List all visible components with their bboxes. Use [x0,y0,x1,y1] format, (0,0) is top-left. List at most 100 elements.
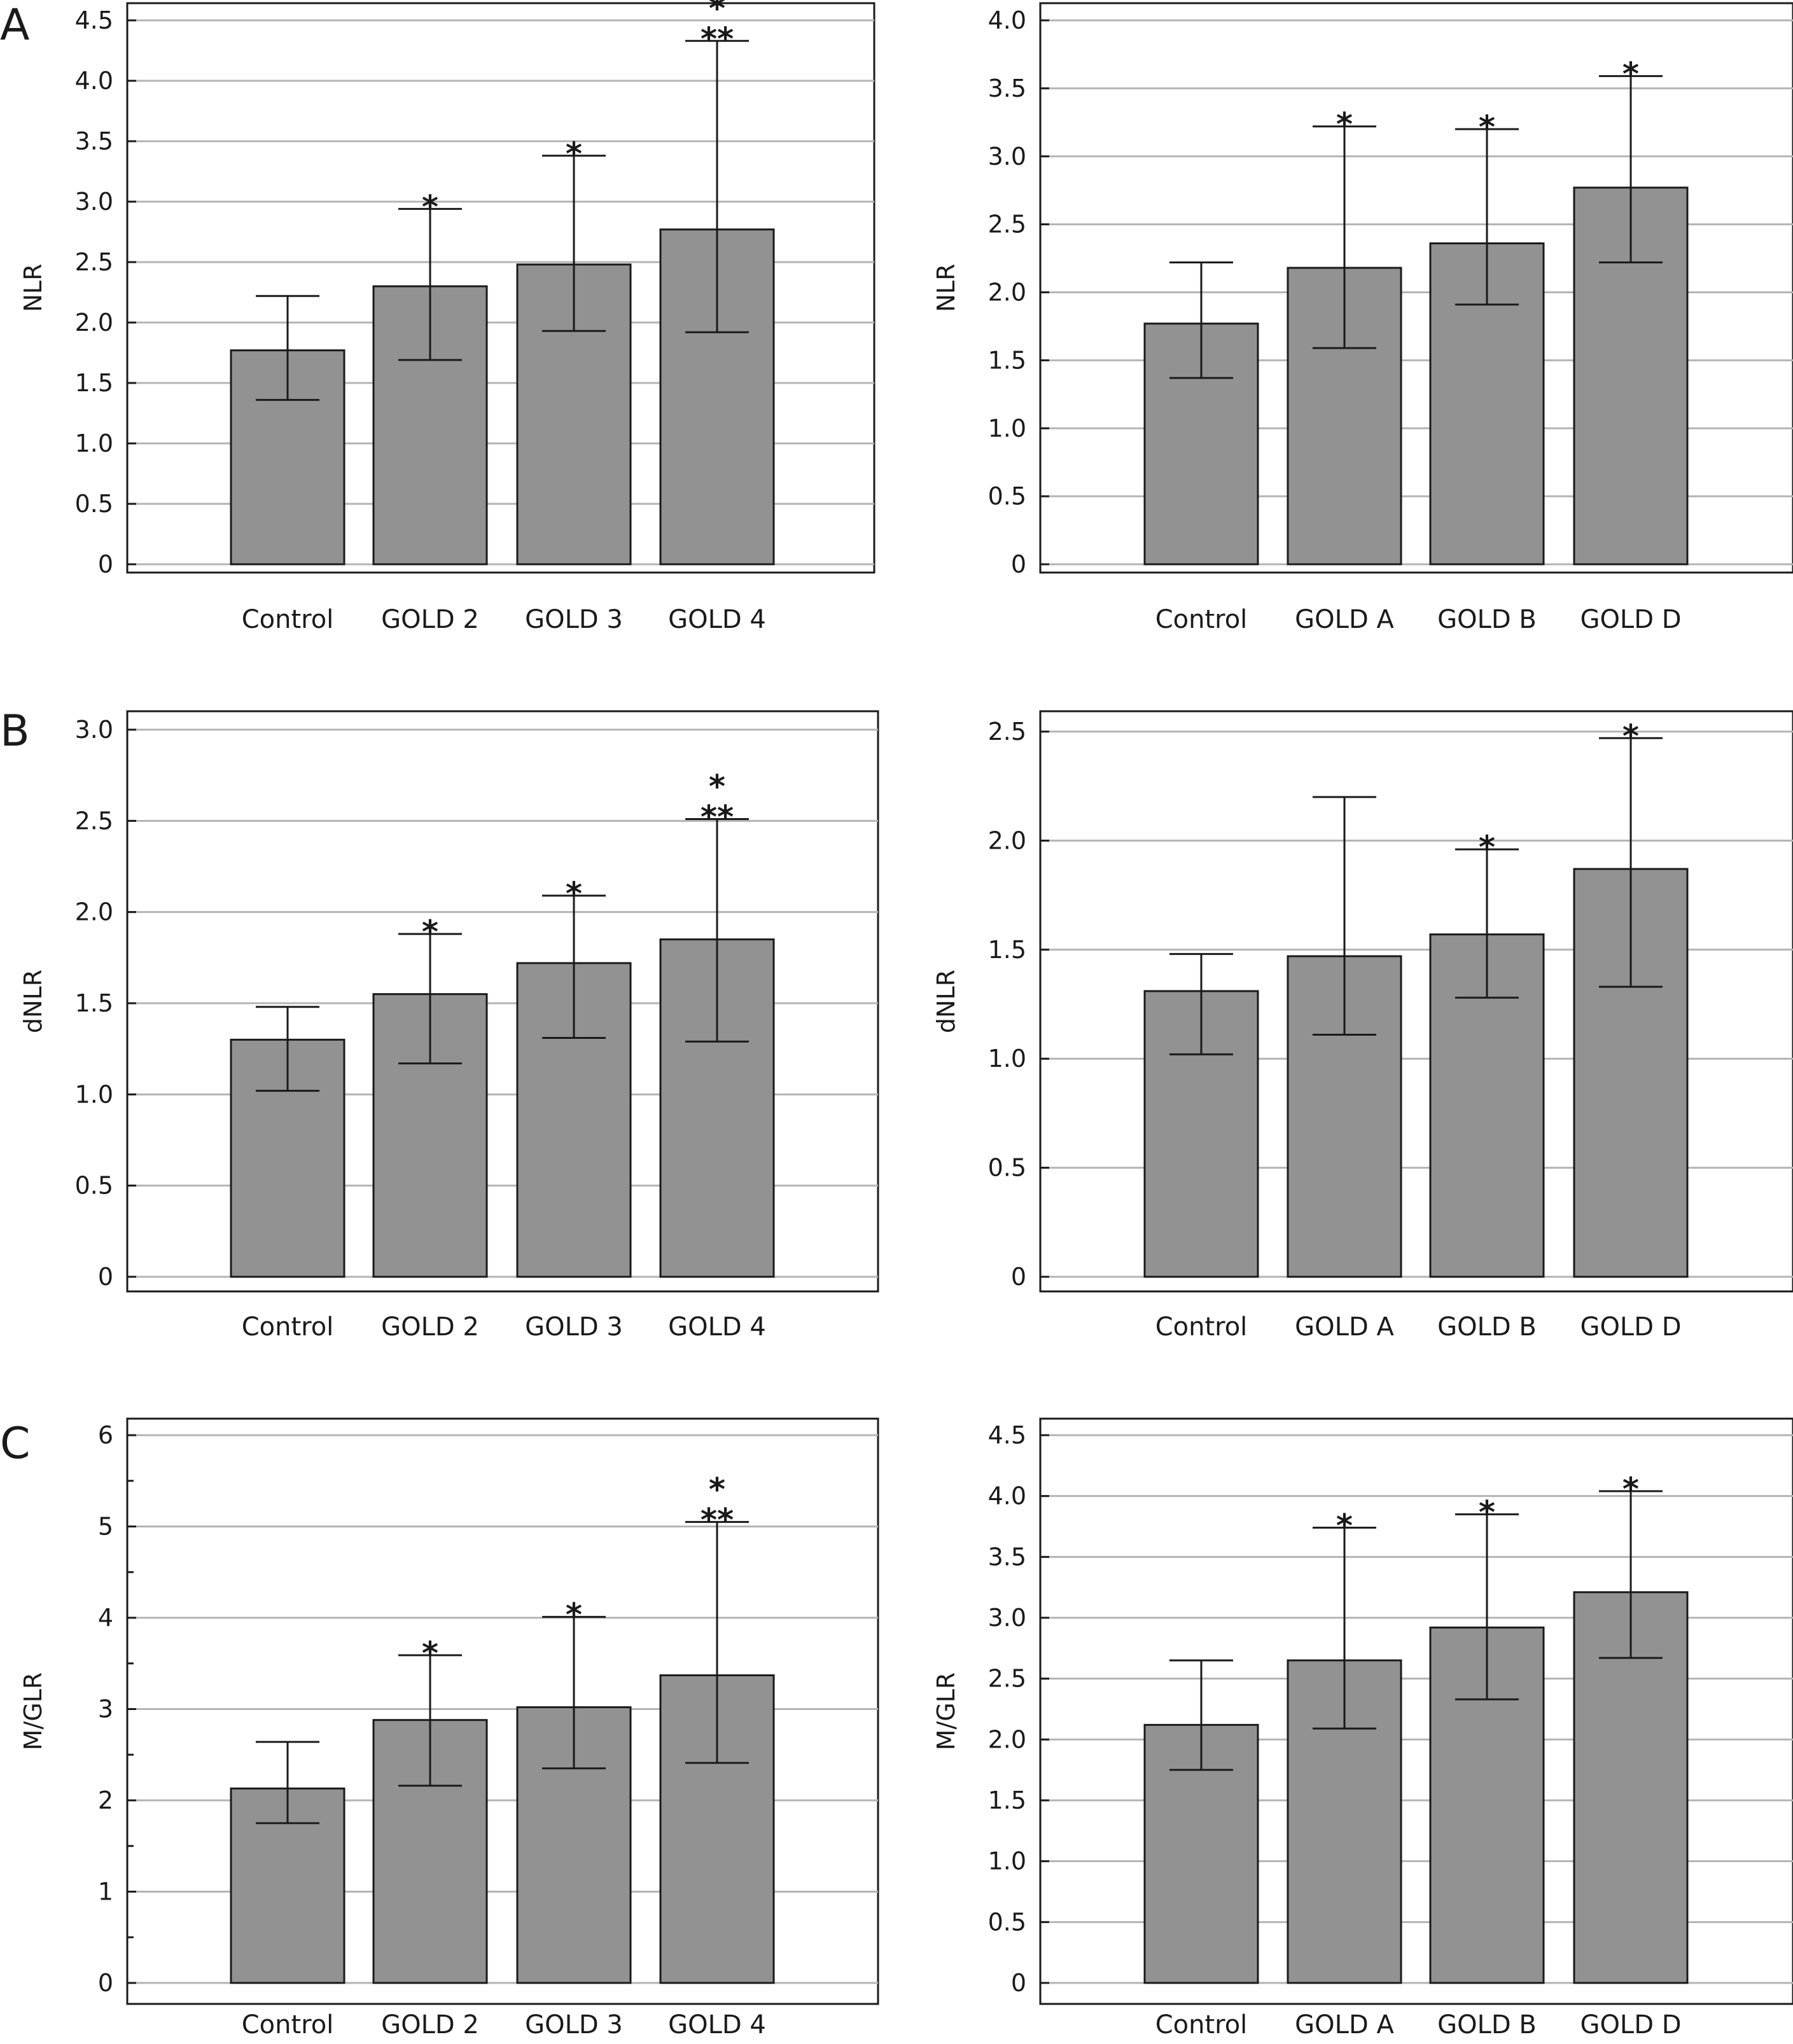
category-label: GOLD 3 [525,605,623,634]
category-label: GOLD 3 [525,2010,623,2040]
y-tick-label: 3.0 [988,143,1026,170]
category-label: GOLD A [1295,1312,1394,1342]
y-tick-label: 1.0 [75,1080,113,1108]
y-tick-label: 0 [1011,1969,1026,1997]
significance-mark: ** [701,1501,734,1538]
y-tick-label: 0.5 [988,1154,1026,1182]
y-tick-label: 3.5 [988,1543,1026,1571]
significance-mark: ** [701,20,734,57]
chart-panel-2: 0 0.5 1.0 1.5 2.0 2.5 3.0 3.5 4.0 NLR Control * GOLD… [932,2,1793,634]
category-label: GOLD B [1437,2010,1537,2040]
category-label: GOLD D [1580,1312,1681,1342]
plot-frame [126,2,876,574]
significance-mark: ** [701,798,734,835]
y-tick-label: 2.5 [75,248,113,276]
category-label: Control [1155,2010,1248,2040]
chart-panel-4: 0 0.5 1.0 1.5 2.0 2.5 dNLR Control GOLD A * GOLD B… [932,710,1793,1342]
y-tick-label: 3.0 [75,188,113,216]
plot-frame [1039,1417,1793,2005]
significance-mark: * [709,1471,725,1508]
y-tick-label: 3.0 [75,716,113,744]
y-tick-label: 2.0 [75,309,113,337]
y-tick-label: 1.5 [988,936,1026,964]
category-label: GOLD 2 [381,2010,479,2040]
significance-mark: * [1479,109,1495,146]
y-tick-label: 0 [98,550,113,578]
category-label: GOLD 2 [381,605,479,634]
y-tick-label: 0 [98,1263,113,1291]
y-tick-label: 4.0 [988,6,1026,34]
y-tick-label: 0 [1011,1263,1026,1291]
y-tick-label: 1.0 [988,414,1026,442]
y-tick-label: 4.5 [75,6,113,34]
y-tick-label: 0 [1011,550,1026,578]
y-axis-label: M/GLR [19,1672,47,1751]
y-axis-label: NLR [19,264,47,312]
y-tick-label: 2 [98,1786,113,1814]
y-tick-label: 6 [98,1421,113,1449]
y-tick-label: 0.5 [75,1172,113,1200]
y-axis-label: dNLR [932,970,960,1033]
y-tick-label: 3 [98,1695,113,1723]
y-tick-label: 2.5 [988,1665,1026,1693]
y-tick-label: 1.0 [988,1847,1026,1875]
y-tick-label: 2.0 [988,279,1026,307]
chart-panel-1: 0 0.5 1.0 1.5 2.0 2.5 3.0 3.5 4.0 4.5 NLR A Control *… [0,0,876,634]
y-tick-label: 4.0 [988,1482,1026,1510]
y-tick-label: 4.5 [988,1421,1026,1449]
category-label: GOLD D [1580,2010,1681,2040]
y-tick-label: 2.5 [75,807,113,835]
chart-panel-3: 0 0.5 1.0 1.5 2.0 2.5 3.0 dNLR B Control * GOLD 2 * G… [0,706,879,1342]
y-tick-label: 4.0 [75,67,113,95]
y-tick-label: 3.0 [988,1604,1026,1632]
significance-mark: * [422,188,438,225]
y-tick-label: 2.5 [988,718,1026,746]
significance-mark: * [422,914,438,950]
y-tick-label: 1.5 [75,369,113,397]
y-tick-label: 0 [98,1969,113,1997]
significance-mark: * [1479,1494,1495,1531]
category-label: GOLD A [1295,605,1394,634]
y-tick-label: 2.0 [988,826,1026,854]
y-tick-label: 0.5 [988,482,1026,510]
category-label: GOLD 3 [525,1312,623,1342]
significance-mark: * [1336,106,1353,143]
plot-frame [1039,2,1793,574]
y-tick-label: 1.0 [988,1045,1026,1073]
category-label: GOLD 2 [381,1312,479,1342]
y-axis-label: NLR [932,264,960,312]
significance-mark: * [566,875,582,912]
significance-mark: * [1622,56,1639,93]
y-tick-label: 1.5 [988,1786,1026,1814]
y-tick-label: 1.5 [988,346,1026,374]
y-tick-label: 5 [98,1513,113,1541]
panel-letter: A [0,0,30,50]
significance-mark: * [709,0,725,27]
y-tick-label: 3.5 [75,127,113,155]
panel-letter: C [0,1419,30,1469]
y-tick-label: 2.5 [988,211,1026,239]
plot-frame [126,1417,879,2005]
category-label: Control [242,1312,334,1342]
y-axis-label: M/GLR [932,1672,960,1751]
significance-mark: * [566,136,582,172]
chart-panel-6: 0 0.5 1.0 1.5 2.0 2.5 3.0 3.5 4.0 4.5 M/GLR Control… [932,1417,1793,2040]
plot-frame [126,710,879,1293]
plot-frame [1039,710,1793,1293]
category-label: GOLD 4 [668,1312,766,1342]
category-label: Control [1155,1312,1248,1342]
y-tick-label: 1 [98,1878,113,1906]
y-tick-label: 2.0 [75,898,113,926]
category-label: GOLD B [1437,605,1537,634]
category-label: GOLD 4 [668,2010,766,2040]
significance-mark: * [1479,829,1495,866]
y-tick-label: 2.0 [988,1725,1026,1753]
category-label: GOLD D [1580,605,1681,634]
y-tick-label: 1.0 [75,429,113,457]
category-label: GOLD 4 [668,605,766,634]
y-tick-label: 0.5 [988,1908,1026,1936]
category-label: GOLD B [1437,1312,1537,1342]
y-tick-label: 0.5 [75,490,113,518]
